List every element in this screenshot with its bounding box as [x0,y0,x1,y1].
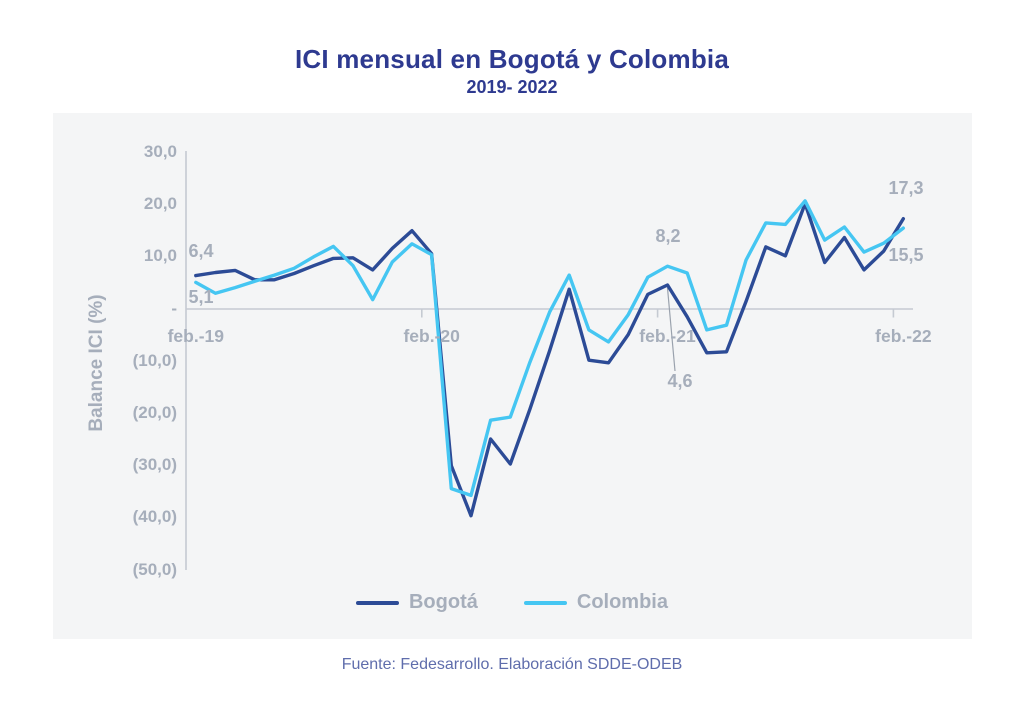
data-label-colombia-feb21: 8,2 [655,226,681,246]
y-tick-label: (20,0) [132,402,177,422]
chart-subtitle: 2019- 2022 [466,77,558,97]
y-tick-label: (10,0) [132,350,177,370]
data-label-bogota-feb21: 4,6 [667,371,693,391]
chart-title: ICI mensual en Bogotá y Colombia [294,44,730,74]
y-tick-label: 30,0 [143,141,177,161]
y-tick-label: - [171,298,177,318]
legend-label-bogota: Bogotá [408,591,478,613]
y-tick-label: (40,0) [132,507,177,527]
footer-source: Fuente: Fedesarrollo. Elaboración SDDE-O… [341,656,683,673]
x-tick-label: feb.-20 [403,326,460,346]
data-label-colombia-feb22: 15,5 [888,245,924,265]
data-label-colombia-feb19: 5,1 [188,287,214,307]
y-tick-label: 10,0 [143,246,177,266]
legend-item-colombia: Colombia [523,591,668,614]
legend-label-colombia: Colombia [576,591,668,613]
y-tick-label: (30,0) [132,455,177,475]
x-tick-label: feb.-21 [639,326,696,346]
colombia-line-swatch-icon [523,600,567,605]
y-tick-label: (50,0) [132,559,177,579]
chart-panel [53,113,972,639]
legend-item-bogota: Bogotá [355,591,478,614]
data-label-bogota-feb19: 6,4 [188,241,214,261]
y-tick-label: 20,0 [143,194,177,214]
legend: Bogotá Colombia [0,591,1024,614]
data-label-bogota-feb22: 17,3 [888,178,924,198]
x-tick-label: feb.-22 [875,326,932,346]
x-tick-label: feb.-19 [167,326,224,346]
bogota-line-swatch-icon [355,600,399,605]
